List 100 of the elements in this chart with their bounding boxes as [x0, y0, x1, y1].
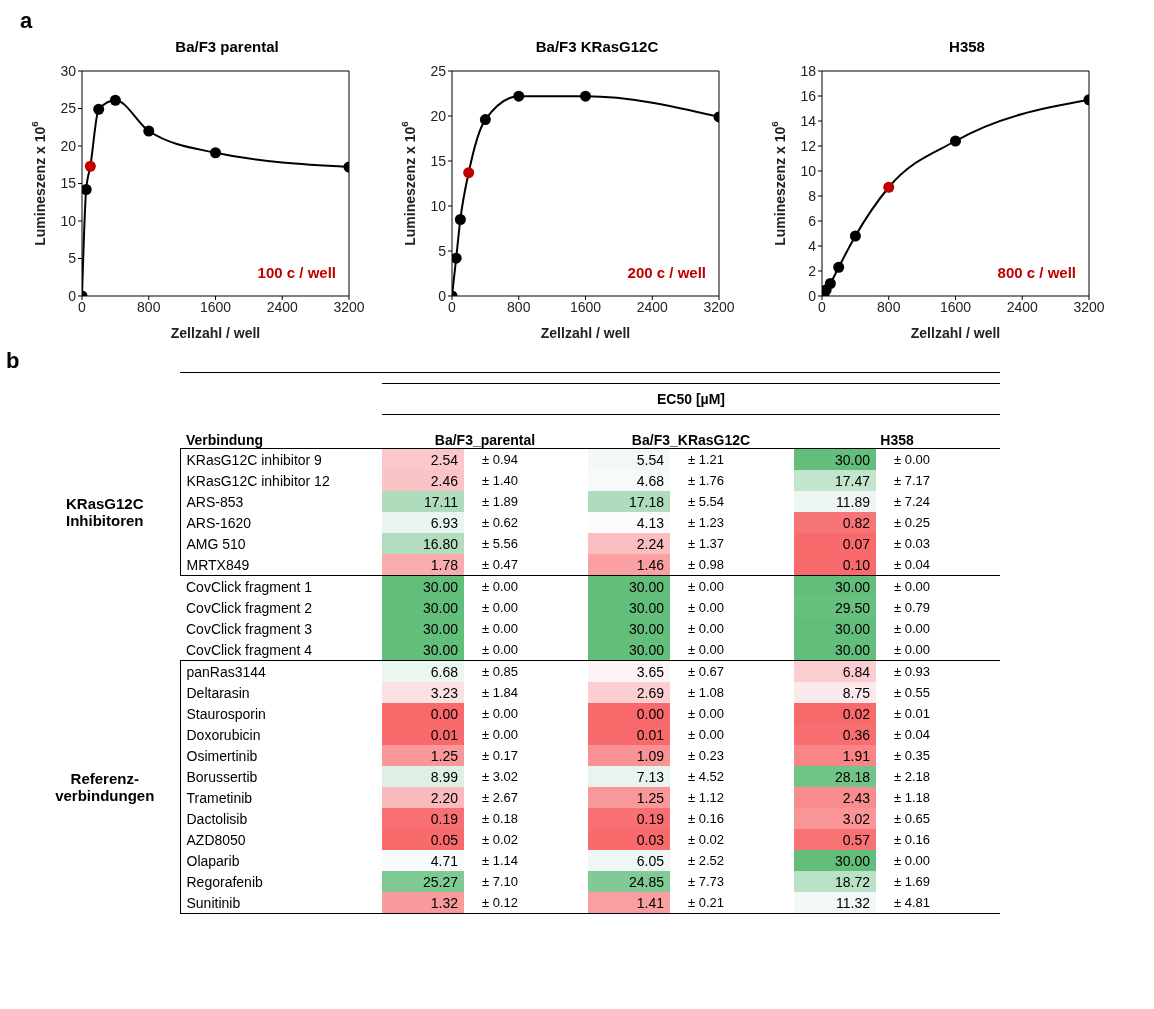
y-tick-label: 15 — [430, 152, 447, 169]
x-axis-title: Zellzahl / well — [540, 325, 631, 341]
data-label: 30.00 — [382, 618, 464, 639]
annotation: ± 0.00 — [893, 641, 932, 659]
annotation: ± 0.00 — [687, 705, 726, 723]
data-label: 6.05 — [588, 850, 670, 871]
y-tick-label: 10 — [430, 197, 447, 214]
data-label: 2.24 — [588, 533, 670, 554]
annotation: ± 1.69 — [893, 873, 932, 891]
annotation: ± 3.02 — [481, 768, 520, 786]
data-label: 30.00 — [794, 618, 876, 639]
annotation: ± 0.04 — [893, 726, 932, 744]
data-label: 17.18 — [588, 491, 670, 512]
annotation: ± 0.00 — [687, 641, 726, 659]
data-label: 1.46 — [588, 554, 670, 576]
data-label: 30.00 — [382, 639, 464, 661]
y-tick-label: Dactolisib — [185, 809, 249, 829]
data-label: 6.93 — [382, 512, 464, 533]
data-label: 7.13 — [588, 766, 670, 787]
annotation: ± 0.93 — [876, 660, 1000, 682]
data-label: 16.80 — [382, 533, 464, 554]
y-tick-label: KRasG12C inhibitor 12 — [185, 471, 331, 491]
annotation: ± 0.12 — [464, 892, 588, 914]
data-label: 30.00 — [794, 575, 876, 597]
data-label: 1.41 — [588, 892, 670, 914]
annotation: ± 0.55 — [893, 684, 932, 702]
annotation: ± 1.37 — [687, 535, 726, 553]
y-tick-label: CovClick fragment 2 — [185, 598, 314, 618]
data-label: 3.02 — [794, 808, 876, 829]
data-label: 2.46 — [382, 470, 464, 491]
data-label: 0.07 — [794, 533, 876, 554]
y-tick-label: Borussertib — [185, 767, 259, 787]
y-tick-label: Trametinib — [185, 788, 254, 808]
y-tick-label: ARS-1620 — [185, 513, 253, 533]
data-label: 6.84 — [794, 660, 876, 682]
annotation: ± 0.00 — [687, 726, 726, 744]
data-label: 30.00 — [382, 597, 464, 618]
y-tick-label: 16 — [800, 87, 817, 104]
y-tick-label: Sunitinib — [180, 892, 382, 914]
annotation: ± 0.23 — [687, 747, 726, 765]
y-tick-label: 10 — [60, 212, 77, 229]
x-tick-label: 2400 — [1006, 298, 1039, 315]
annotation: ± 0.02 — [687, 831, 726, 849]
annotation: ± 7.10 — [481, 873, 520, 891]
data-label: 17.11 — [382, 491, 464, 512]
annotation: ± 1.84 — [481, 684, 520, 702]
y-tick-label: 2 — [808, 262, 817, 279]
x-tick-label: 800 — [137, 298, 161, 315]
y-tick-label: KRasG12C inhibitor 9 — [185, 450, 323, 470]
chart-title: EC50 [µM] — [382, 383, 1000, 415]
data-label: 30.00 — [794, 639, 876, 661]
y-tick-label: 12 — [800, 137, 817, 154]
annotation: ± 0.01 — [893, 705, 932, 723]
data-label: 2.54 — [382, 448, 464, 470]
y-tick-label: MRTX849 — [185, 555, 251, 575]
y-tick-label: AZD8050 — [185, 830, 247, 850]
data-label: 4.68 — [588, 470, 670, 491]
data-label: 25.27 — [382, 871, 464, 892]
y-tick-label: 20 — [60, 137, 77, 154]
annotation: ± 0.65 — [893, 810, 932, 828]
text: a — [20, 8, 33, 34]
y-tick-label: 0 — [808, 287, 817, 304]
y-tick-label: Osimertinib — [185, 746, 259, 766]
data-label: 0.01 — [382, 724, 464, 745]
annotation: ± 5.56 — [481, 535, 520, 553]
data-label: 4.13 — [588, 512, 670, 533]
data-label: 29.50 — [794, 597, 876, 618]
data-label: 0.19 — [588, 808, 670, 829]
x-tick-label: 1600 — [199, 298, 232, 315]
data-label: 2.20 — [382, 787, 464, 808]
annotation: ± 0.03 — [893, 535, 932, 553]
annotation: ± 1.12 — [687, 789, 726, 807]
annotation: ± 0.47 — [481, 556, 520, 574]
annotation: ± 0.67 — [670, 660, 794, 682]
data-label: 3.65 — [588, 660, 670, 682]
y-tick-label: 20 — [430, 107, 447, 124]
y-tick-label: 8 — [808, 187, 817, 204]
data-label: 17.47 — [794, 470, 876, 491]
annotation: ± 7.73 — [687, 873, 726, 891]
y-tick-label: 25 — [60, 100, 77, 117]
data-label: 3.23 — [382, 682, 464, 703]
annotation: ± 1.40 — [481, 472, 520, 490]
annotation: 800 c / well — [997, 264, 1076, 281]
annotation: ± 2.18 — [893, 768, 932, 786]
data-label: 0.03 — [588, 829, 670, 850]
annotation: ± 4.52 — [687, 768, 726, 786]
data-label: 1.78 — [382, 554, 464, 576]
y-tick-label: Olaparib — [185, 851, 241, 871]
data-label: 30.00 — [588, 639, 670, 661]
data-label: 1.32 — [382, 892, 464, 914]
y-tick-label: 5 — [68, 250, 77, 267]
data-label: 30.00 — [794, 850, 876, 871]
annotation: ± 0.00 — [893, 852, 932, 870]
data-label: 1.91 — [794, 745, 876, 766]
x-tick-label: Ba/F3_parental — [382, 414, 588, 449]
annotation: ± 1.23 — [687, 514, 726, 532]
data-label: 0.05 — [382, 829, 464, 850]
x-tick-label: 1600 — [569, 298, 602, 315]
chart-title: Ba/F3 parental — [174, 38, 280, 57]
annotation: ± 2.52 — [687, 852, 726, 870]
